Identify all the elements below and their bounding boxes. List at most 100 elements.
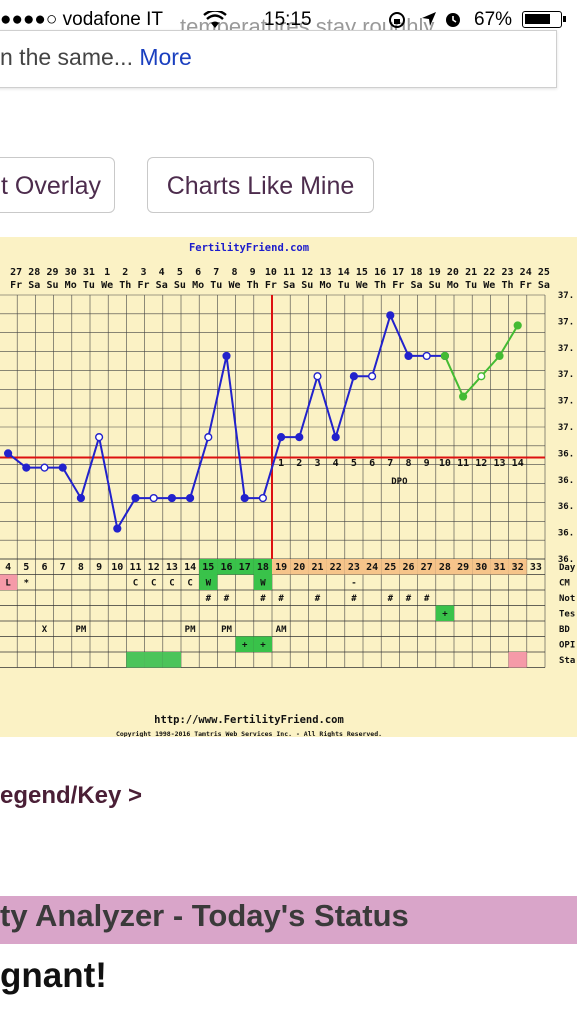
analyzer-title: ty Analyzer - Today's Status	[0, 898, 409, 933]
cycle-day-label: 26	[402, 562, 414, 573]
dpo-number: 9	[424, 458, 430, 469]
cm-mark: *	[24, 579, 29, 589]
weekday-tick-label: Su	[429, 280, 441, 291]
dpo-number: 3	[314, 458, 320, 469]
weekday-tick-label: Su	[46, 280, 58, 291]
cycle-day-label: 23	[348, 562, 360, 573]
weekday-tick-label: Th	[119, 280, 131, 291]
chart-title: FertilityFriend.com	[189, 242, 309, 254]
date-tick-label: 25	[538, 267, 550, 278]
overlay-button-label: t Overlay	[1, 172, 102, 200]
temperature-series-point	[368, 372, 377, 381]
cycle-day-label: 28	[439, 562, 451, 573]
note-mark: #	[260, 594, 266, 604]
dpo-number: 12	[475, 458, 487, 469]
overlay-button[interactable]: t Overlay	[0, 157, 115, 213]
dpo-number: 11	[457, 458, 469, 469]
location-arrow-icon	[422, 12, 436, 26]
day-highlight-cell	[253, 559, 272, 575]
weekday-tick-label: Tu	[210, 280, 222, 291]
pregnancy-temperature-series	[443, 324, 519, 399]
legend-key-link[interactable]: egend/Key >	[0, 782, 143, 809]
row-label: BD	[559, 625, 570, 635]
date-tick-label: 19	[429, 267, 441, 278]
day-highlight-cell	[199, 559, 218, 575]
fertility-chart[interactable]: FertilityFriend.com 2 7 Fr 28 Sa 29 Su 30 Mo 31 Tu 1…	[0, 237, 577, 737]
note-mark: #	[406, 594, 412, 604]
status-highlight-cell	[126, 652, 145, 668]
weekday-tick-label: Mo	[192, 280, 204, 291]
cm-highlight-cell	[253, 574, 272, 590]
y-tick-label: 37.	[558, 291, 574, 301]
day-highlight-cell	[490, 559, 509, 575]
bd-mark: PM	[185, 625, 196, 635]
cycle-day-label: 20	[293, 562, 305, 573]
y-tick-label: 37.	[558, 397, 574, 407]
weekday-tick-label: We	[101, 280, 113, 291]
date-tick-label: 6	[195, 267, 201, 278]
cm-mark: W	[206, 579, 212, 589]
weekday-tick-label: We	[356, 280, 368, 291]
cycle-day-label: 29	[457, 562, 469, 573]
cycle-day-label: 16	[220, 562, 232, 573]
chart-svg: FertilityFriend.com 2 7 Fr 28 Sa 29 Su 30 Mo 31 Tu 1…	[0, 242, 576, 737]
pregnancy-temperature-series-point	[477, 372, 486, 381]
analyzer-header-bar	[0, 896, 577, 944]
temperature-series-point	[422, 351, 431, 361]
date-tick-label: 7	[213, 267, 219, 278]
temperature-series-point	[258, 493, 268, 503]
weekday-tick-label: Sa	[156, 280, 168, 291]
day-highlight-cell	[381, 559, 400, 575]
cycle-day-label: 4	[5, 562, 11, 573]
note-mark: #	[424, 594, 430, 604]
row-label: Day	[559, 563, 576, 573]
copyright-text: Copyright 1998-2016 Tamtris Web Services…	[116, 730, 382, 737]
opk-highlight-cell	[253, 636, 272, 652]
dpo-number: 2	[296, 458, 302, 469]
date-tick-label: 29	[46, 267, 58, 278]
temperature-series-point	[204, 433, 213, 442]
wifi-icon	[203, 11, 227, 28]
cm-mark: L	[5, 579, 11, 589]
date-tick-label: 22	[483, 267, 495, 278]
row-label: Sta	[559, 656, 575, 666]
more-link[interactable]: More	[139, 44, 192, 70]
date-tick-label: 3	[140, 267, 146, 278]
date-tick-label: 30	[65, 267, 77, 278]
note-mark: #	[206, 594, 212, 604]
weekday-tick-label: Tu	[338, 280, 350, 291]
description-snippet: n the same...	[0, 44, 133, 70]
date-tick-label: 4	[159, 267, 165, 278]
date-tick-label: 5	[177, 267, 183, 278]
cm-highlight-cell	[0, 574, 18, 590]
date-tick-label: 14	[338, 267, 350, 278]
date-tick-label: 24	[520, 267, 532, 278]
weekday-tick-label: Sa	[283, 280, 295, 291]
cycle-day-label: 6	[41, 562, 47, 573]
temperature-series-point	[313, 372, 322, 381]
weekday-tick-label: Mo	[65, 280, 77, 291]
date-tick-label: 11	[283, 267, 295, 278]
pregnancy-temperature-series-point	[459, 392, 468, 401]
cm-mark: C	[169, 579, 174, 589]
orientation-lock-icon	[389, 12, 405, 28]
date-tick-label: 21	[465, 267, 477, 278]
dpo-number: 10	[439, 458, 451, 469]
date-tick-label: 31	[83, 267, 95, 278]
cycle-day-label: 17	[239, 562, 251, 573]
charts-like-mine-button[interactable]: Charts Like Mine	[147, 157, 374, 213]
day-highlight-cell	[508, 559, 527, 575]
description-box	[0, 30, 557, 88]
cycle-day-label: 22	[330, 562, 342, 573]
weekday-tick-label: We	[483, 280, 495, 291]
weekday-tick-label: Fr	[520, 280, 532, 291]
cycle-day-label: 24	[366, 562, 378, 573]
day-highlight-cell	[308, 559, 327, 575]
date-tick-label: 9	[250, 267, 256, 278]
cycle-day-label: 14	[184, 562, 196, 573]
cycle-day-label: 33	[530, 562, 542, 573]
note-mark: #	[224, 594, 230, 604]
carrier-label: ●●●●○ vodafone IT	[0, 9, 164, 30]
weekday-tick-label: Fr	[10, 280, 22, 291]
date-tick-label: 16	[374, 267, 386, 278]
